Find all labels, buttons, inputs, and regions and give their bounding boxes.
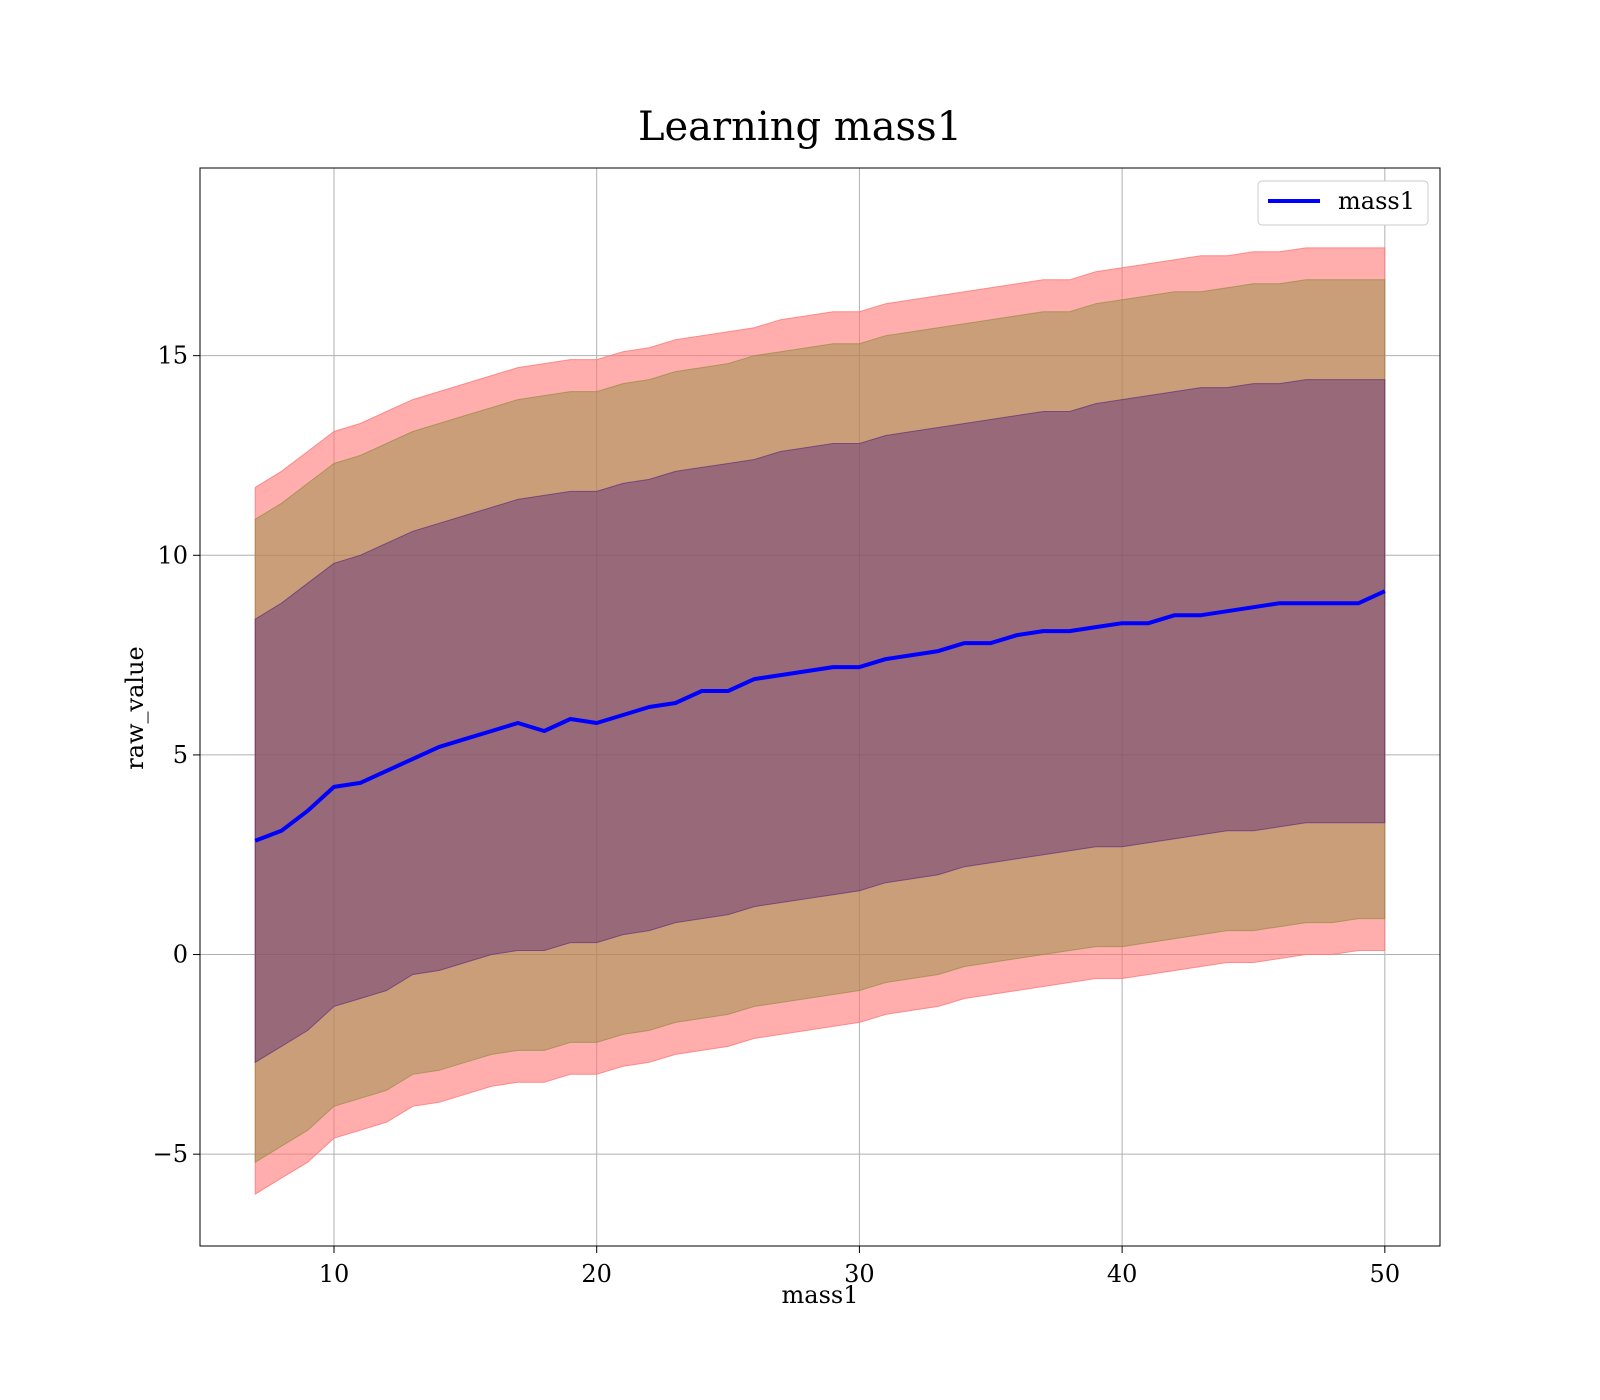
y-tick-label: 0	[173, 941, 188, 969]
y-axis-label: raw_value	[121, 646, 149, 770]
confidence-bands	[254, 247, 1386, 1195]
x-tick-label: 50	[1370, 1260, 1401, 1288]
y-tick-label: 15	[157, 342, 188, 370]
x-tick-label: 30	[844, 1260, 875, 1288]
legend: mass1	[1257, 180, 1429, 226]
band-1	[254, 247, 1386, 1195]
plot-frame	[199, 167, 1441, 1247]
x-tick-label: 20	[581, 1260, 612, 1288]
legend-box	[1257, 180, 1429, 226]
y-axis-ticks: −5 0 5 10 15	[153, 342, 200, 1168]
band-2	[254, 279, 1386, 1164]
x-tick-label: 10	[319, 1260, 350, 1288]
chart-title: Learning mass1	[638, 104, 962, 150]
x-axis-label: mass1	[782, 1281, 859, 1309]
y-tick-label: −5	[153, 1140, 188, 1168]
band-3	[254, 379, 1386, 1064]
x-axis-ticks: 10 20 30 40 50	[319, 1246, 1400, 1288]
y-tick-label: 5	[173, 741, 188, 769]
series-lines	[254, 589, 1386, 843]
legend-label-mass1: mass1	[1338, 187, 1415, 215]
series-line-mass1	[254, 589, 1386, 843]
x-tick-label: 40	[1107, 1260, 1138, 1288]
y-tick-label: 10	[157, 541, 188, 569]
